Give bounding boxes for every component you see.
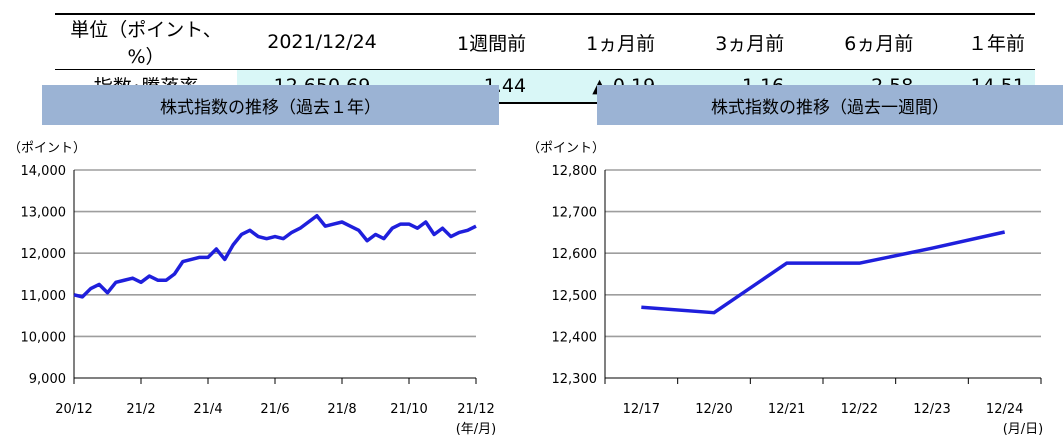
x-tick-label: 12/23 [913, 402, 950, 417]
summary-header-row: 単位（ポイント、%） 2021/12/24 1週間前 1ヵ月前 3ヵ月前 6ヵ月… [55, 13, 1035, 70]
x-axis-label: (月/日) [1003, 422, 1044, 437]
y-tick-label: 9,000 [29, 372, 66, 387]
y-tick-label: 12,300 [552, 372, 598, 387]
header-date: 2021/12/24 [237, 13, 407, 70]
x-tick-label: 21/2 [126, 402, 155, 417]
chart1-title: 株式指数の推移（過去１年） [42, 85, 499, 125]
x-tick-label: 12/24 [986, 402, 1023, 417]
header-3month: 3ヵ月前 [665, 13, 795, 70]
y-axis-label: （ポイント） [527, 141, 605, 156]
x-tick-label: 21/8 [327, 402, 356, 417]
x-tick-label: 12/20 [695, 402, 732, 417]
x-tick-label: 21/10 [390, 402, 427, 417]
y-axis-label: （ポイント） [8, 141, 86, 156]
x-tick-label: 12/17 [623, 402, 660, 417]
y-tick-label: 10,000 [21, 330, 67, 345]
y-tick-label: 12,000 [21, 247, 67, 262]
y-tick-label: 12,700 [552, 206, 598, 221]
y-tick-label: 12,500 [552, 289, 598, 304]
y-tick-label: 12,400 [552, 330, 598, 345]
chart2-title: 株式指数の推移（過去一週間） [597, 85, 1063, 125]
series-line [73, 214, 477, 299]
x-axis-label: (年/月) [456, 422, 497, 437]
header-unit: 単位（ポイント、%） [55, 13, 237, 70]
x-tick-label: 21/12 [457, 402, 494, 417]
x-tick-label: 12/21 [768, 402, 805, 417]
x-tick-label: 21/4 [193, 402, 222, 417]
x-tick-label: 20/12 [55, 402, 92, 417]
header-1year: １年前 [923, 13, 1035, 70]
y-tick-label: 12,600 [552, 247, 598, 262]
chart-weekly: 12,300 12,400 12,500 12,600 12,700 12,800 （ポイン… [527, 141, 1043, 437]
header-1month: 1ヵ月前 [536, 13, 666, 70]
y-tick-label: 12,800 [552, 164, 598, 179]
y-tick-label: 11,000 [21, 289, 67, 304]
chart-yearly: 9,000 10,000 11,000 12,000 13,000 14,000 （ポイント… [8, 141, 496, 437]
y-tick-label: 13,000 [21, 206, 67, 221]
y-tick-label: 14,000 [21, 164, 67, 179]
header-6month: 6ヵ月前 [794, 13, 924, 70]
series-line [641, 230, 1006, 315]
x-tick-label: 21/6 [260, 402, 289, 417]
header-1week: 1週間前 [407, 13, 537, 70]
x-tick-label: 12/22 [841, 402, 878, 417]
